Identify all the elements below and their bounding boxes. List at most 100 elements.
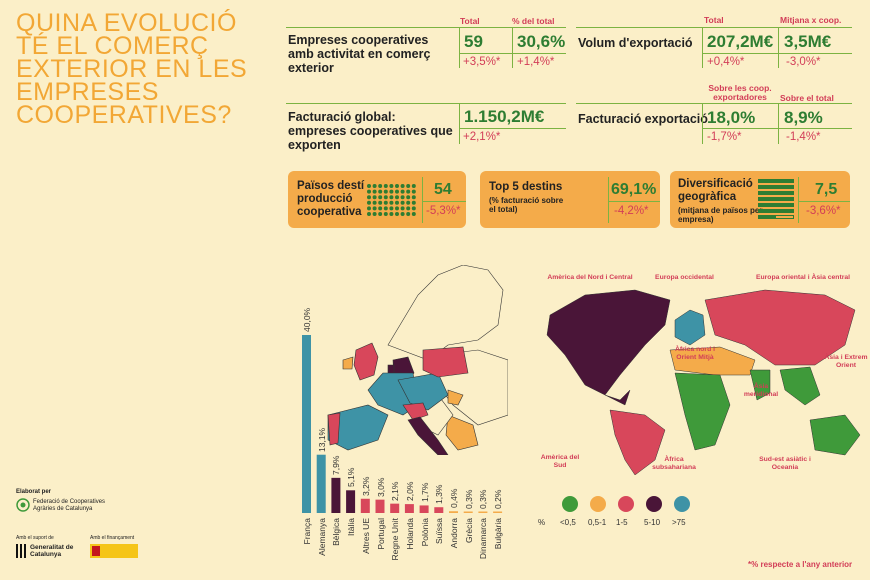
dot (367, 184, 371, 188)
bar-category-label: França (302, 518, 312, 545)
top5-box: Top 5 destins (% facturació sobre el tot… (480, 171, 660, 228)
dot (411, 206, 416, 211)
bar-0 (302, 335, 311, 513)
world-map (546, 289, 861, 475)
legend-swatch (618, 496, 634, 512)
bar-category-label: Dinamarca (478, 518, 489, 560)
divers-label: Diversificació geogràfica (678, 178, 753, 203)
dot (406, 200, 411, 205)
facturacio-exp-header-total: Sobre el total (780, 93, 834, 103)
dot (367, 206, 371, 211)
bar-10 (449, 511, 458, 513)
bar-value-label: 1,3% (434, 484, 445, 505)
legend-unit: % (538, 518, 546, 527)
bar-2 (331, 477, 341, 513)
dot (411, 212, 416, 216)
bar-value-label: 0,4% (449, 488, 459, 509)
dot (367, 189, 371, 194)
bar-category-label: Suïssa (434, 518, 445, 544)
dot (372, 200, 377, 205)
legend-label: 0,5-1 (588, 518, 607, 527)
bar-category-label: Andorra (449, 518, 459, 549)
coops-total-value: 59 (464, 32, 483, 51)
legend-swatch (674, 496, 690, 512)
dot (378, 184, 383, 188)
bar-value-label: 2,1% (390, 481, 401, 501)
facturacio-exp-total-value: 8,9% (784, 108, 823, 127)
dot (395, 212, 399, 216)
paisos-value: 54 (434, 181, 452, 198)
facturacio-global-value: 1.150,2M€ (464, 107, 545, 126)
paisos-change: -5,3%* (426, 205, 461, 217)
dot (389, 189, 394, 194)
dot (378, 212, 383, 216)
dot (389, 206, 394, 211)
dot (389, 200, 394, 205)
dot (406, 195, 411, 200)
bar-value-label: 2,0% (404, 481, 415, 502)
volum-header-avg: Mitjana x coop. (780, 15, 842, 25)
dot (378, 206, 383, 211)
facturacio-exp-total-change: -1,4%* (786, 131, 821, 143)
bar-1 (316, 454, 326, 513)
dot (372, 195, 377, 200)
dot (383, 212, 388, 216)
bar-category-label: Regne Unit (390, 518, 401, 561)
label-afn: Àfrica nord i Orient Mitjà (674, 346, 716, 361)
bar-category-label: Alemanya (316, 518, 327, 556)
dot (372, 189, 377, 194)
dot (367, 195, 371, 200)
footnote: *% respecte a l'any anterior (748, 560, 853, 569)
facturacio-exp-coop-value: 18,0% (707, 108, 756, 127)
paisos-box: Països destí producció cooperativa 54 -5… (288, 171, 466, 228)
bar-value-label: 0,3% (478, 489, 489, 509)
divers-box: Diversificació geogràfica (mitjana de pa… (670, 171, 850, 228)
dot (383, 206, 388, 211)
dot (389, 212, 394, 216)
volum-total-change: +0,4%* (707, 56, 745, 68)
label-na: Amèrica del Nord i Central (547, 274, 633, 281)
federacio-logo (16, 498, 30, 512)
elaborat-label: Elaborat per (16, 489, 52, 495)
divers-value: 7,5 (815, 181, 838, 198)
bar-5 (375, 499, 385, 513)
bar-value-label: 3,0% (375, 477, 386, 497)
top5-label: Top 5 destins (489, 181, 563, 193)
bar-value-label: 13,1% (316, 427, 327, 452)
label-sea: Sud-est asiàtic i Oceania (759, 456, 811, 471)
bar-12 (478, 511, 488, 513)
bar-value-label: 5,1% (346, 467, 357, 488)
bar-category-label: Portugal (375, 518, 386, 550)
bar-3 (346, 490, 356, 513)
dot (395, 184, 399, 188)
facturacio-exp-label: Facturació exportació (578, 112, 708, 126)
dot (400, 189, 405, 194)
ministry-logo (90, 544, 138, 558)
top5-change: -4,2%* (614, 205, 649, 217)
dot (395, 189, 399, 194)
federacio-name: Federació de Cooperatives Agràries de Ca… (33, 499, 106, 512)
paisos-label: Països destí producció cooperativa (297, 180, 365, 218)
bar-category-label: Grècia (463, 518, 474, 544)
bar-8 (419, 505, 429, 513)
bar-13 (493, 511, 503, 513)
dot (400, 195, 405, 200)
volum-header-total: Total (704, 15, 724, 25)
dot (378, 200, 383, 205)
bar-value-label: 3,2% (360, 476, 371, 496)
page-title: QUINA EVOLUCIÓ TÉ EL COMERÇ EXTERIOR EN … (16, 9, 248, 129)
dot (395, 206, 399, 211)
legend-swatch (646, 496, 662, 512)
bar-value-label: 0,2% (493, 489, 504, 509)
coops-total-change: +3,5%* (463, 56, 501, 68)
bar-category-label: Bulgària (493, 518, 504, 550)
bar-11 (463, 511, 473, 513)
coops-header-total: Total (460, 16, 480, 26)
dots-icon (367, 184, 416, 216)
facturacio-global-change: +2,1%* (463, 131, 501, 143)
volum-avg-change: -3,0%* (786, 56, 821, 68)
dot (400, 184, 405, 188)
bar-6 (390, 503, 400, 513)
bar-category-label: Itàlia (346, 518, 357, 536)
legend-swatch (562, 496, 578, 512)
